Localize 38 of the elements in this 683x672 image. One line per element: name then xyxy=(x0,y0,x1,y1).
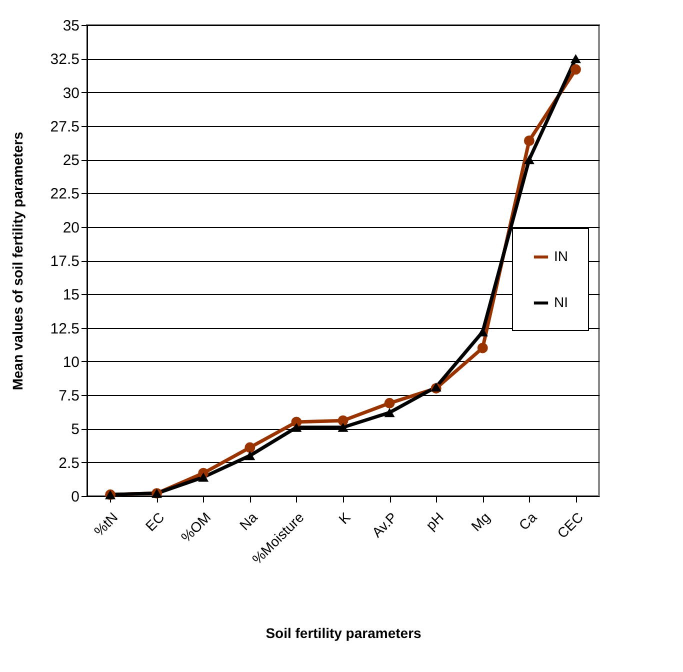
y-tick-label: 32.5 xyxy=(50,51,80,68)
y-tick-label: 10 xyxy=(62,354,80,371)
y-tick-label: 0 xyxy=(71,488,80,506)
y-tick-label: 20 xyxy=(62,219,80,236)
y-tick-label: 35 xyxy=(62,18,80,34)
x-tick-label: Ca xyxy=(516,508,540,534)
y-tick-label: 17.5 xyxy=(50,253,80,270)
y-tick-label: 27.5 xyxy=(50,118,80,136)
point xyxy=(384,408,395,418)
x-tick-label: pH xyxy=(422,509,446,534)
point xyxy=(384,398,395,408)
legend-label: NI xyxy=(554,294,568,310)
x-tick-label: %tN xyxy=(90,509,121,540)
y-tick-label: 2.5 xyxy=(58,454,80,472)
y-tick-label: 12.5 xyxy=(50,320,80,338)
point xyxy=(570,64,581,75)
x-tick-label: EC xyxy=(142,509,168,534)
x-tick-label: K xyxy=(335,508,354,528)
point xyxy=(244,451,256,460)
point xyxy=(338,415,348,426)
y-axis-title: Mean values of soil fertility parameters xyxy=(9,132,26,390)
x-axis-title: Soil fertility parameters xyxy=(266,625,422,642)
point xyxy=(524,136,534,146)
x-tick-label: Mg xyxy=(468,509,494,534)
point xyxy=(338,422,348,432)
y-tick-label: 7.5 xyxy=(58,388,80,405)
point xyxy=(244,442,256,453)
point xyxy=(570,54,581,64)
legend-label: IN xyxy=(554,248,568,264)
y-tick-label: 22.5 xyxy=(50,186,80,203)
point xyxy=(291,422,302,432)
point xyxy=(524,155,534,164)
y-tick-label: 25 xyxy=(62,152,80,170)
point xyxy=(198,472,209,482)
point xyxy=(477,342,488,354)
y-tick-label: 5 xyxy=(71,421,80,438)
y-tick-label: 30 xyxy=(62,84,80,102)
y-tick-label: 15 xyxy=(62,286,80,304)
